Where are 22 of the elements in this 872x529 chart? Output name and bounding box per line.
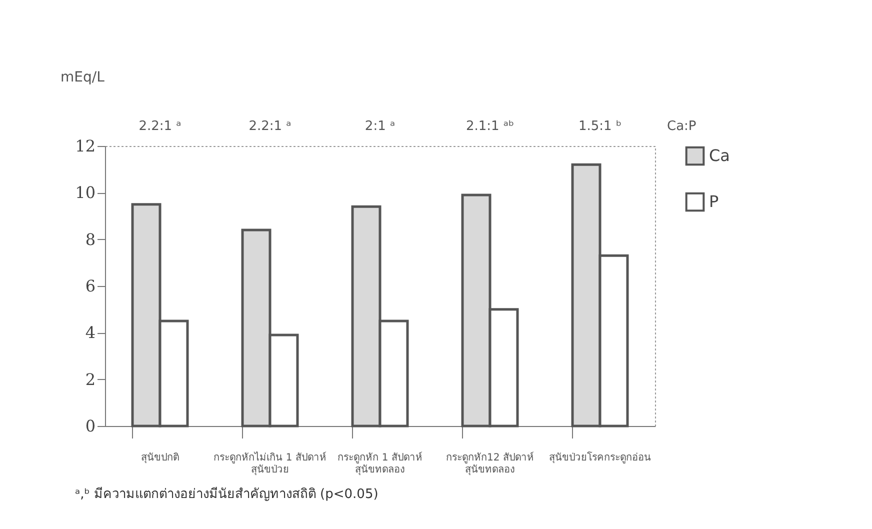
text: 2:1 ᵃ bbox=[364, 119, 396, 134]
y-tick-label: 6 bbox=[85, 276, 96, 296]
text: Ca:P bbox=[667, 119, 696, 134]
x-tick-label: สุนัขป่วยโรคกระดูกอ่อน bbox=[549, 450, 651, 464]
y-tick-label: 10 bbox=[75, 183, 96, 202]
text: 1.5:1 ᵇ bbox=[578, 119, 622, 134]
text: 2.2:1 ᵃ bbox=[248, 119, 292, 134]
x-tick-label: กระดูกหัก 1 สัปดาห์ สุนัขทดลอง bbox=[338, 452, 422, 476]
x-tick-label: กระดูกหักไม่เกิน 1 สัปดาห์ สุนัขป่วย bbox=[214, 452, 326, 476]
legend-label: P bbox=[709, 192, 719, 211]
y-tick-label: 2 bbox=[85, 370, 96, 389]
y-tick-label: 0 bbox=[85, 416, 96, 436]
y-axis-title: mEq/L bbox=[60, 70, 105, 86]
x-tick-label: สุนัขปกติ bbox=[141, 452, 179, 464]
x-tick-label: กระดูกหัก12 สัปดาห์ สุนัขทดลอง bbox=[446, 452, 534, 476]
y-tick-label: 8 bbox=[85, 230, 96, 249]
text: 2.1:1 ᵃᵇ bbox=[466, 119, 514, 134]
y-tick-label: 4 bbox=[85, 323, 96, 342]
text: 2.2:1 ᵃ bbox=[138, 119, 182, 134]
legend-label: Ca bbox=[709, 146, 730, 165]
text: ᵃ,ᵇ มีความแตกต่างอย่างมีนัยสำคัญทางสถิติ (p<0.05) bbox=[75, 486, 378, 502]
y-tick-label: 12 bbox=[75, 136, 96, 156]
